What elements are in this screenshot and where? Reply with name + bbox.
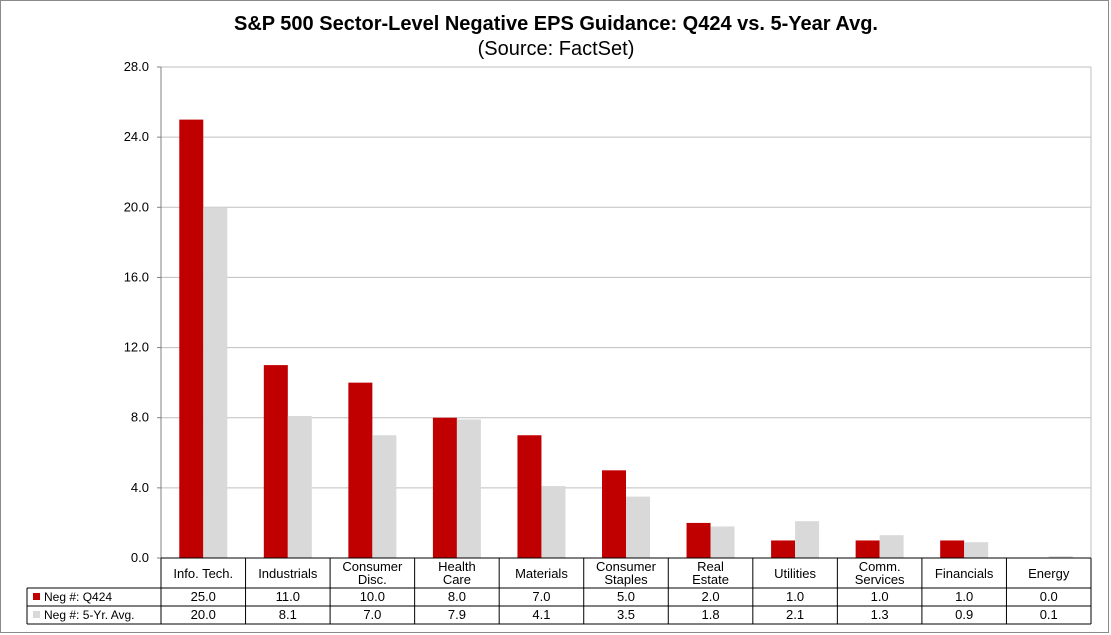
category-label: Real: [697, 559, 724, 574]
category-label: Health: [438, 559, 476, 574]
y-tick-label: 16.0: [124, 269, 149, 284]
data-label: 20.0: [191, 607, 216, 622]
data-table: Info. Tech. Industrials ConsumerDisc.Healt…: [26, 557, 1092, 625]
data-label: 1.0: [871, 589, 889, 604]
bars: [179, 119, 1073, 559]
data-label: 1.0: [955, 589, 973, 604]
bar-5yr-avg: [1048, 556, 1073, 558]
y-tick-label: 28.0: [124, 59, 149, 74]
data-label: 5.0: [617, 589, 635, 604]
category-label: Comm.: [859, 559, 901, 574]
bar-5yr-avg: [456, 419, 481, 558]
data-label: 2.1: [786, 607, 804, 622]
category-label: Consumer: [342, 559, 403, 574]
bar-q424: [602, 470, 626, 558]
y-tick-label: 12.0: [124, 340, 149, 355]
y-tick-label: 8.0: [131, 410, 149, 425]
data-label: 11.0: [276, 589, 300, 604]
data-label: 0.9: [955, 607, 973, 622]
bar-q424: [348, 382, 373, 558]
category-label: Consumer: [596, 559, 657, 574]
gridlines: [161, 66, 1091, 559]
data-label: 0.1: [1040, 607, 1058, 622]
chart-subtitle: (Source: FactSet): [478, 38, 635, 60]
data-label: 8.0: [448, 589, 466, 604]
y-tick-label: 24.0: [124, 129, 149, 144]
data-label: 25.0: [191, 589, 216, 604]
data-label: 8.1: [279, 607, 297, 622]
category-label: Care: [443, 572, 471, 587]
bar-5yr-avg: [795, 521, 820, 558]
bar-5yr-avg: [879, 535, 904, 558]
bar-5yr-avg: [287, 415, 312, 558]
y-tick-label: 4.0: [131, 480, 149, 495]
data-label: 1.8: [702, 607, 720, 622]
bar-5yr-avg: [710, 526, 735, 558]
bar-5yr-avg: [372, 435, 397, 558]
bar-5yr-avg: [626, 496, 650, 558]
data-label: 0.0: [1040, 589, 1058, 604]
category-label: Materials: [515, 566, 568, 581]
bar-q424: [432, 417, 457, 558]
legend-label: Neg #: 5-Yr. Avg.: [44, 608, 135, 622]
category-label: Utilities: [774, 566, 816, 581]
category-label: Financials: [935, 566, 994, 581]
bar-q424: [263, 365, 288, 558]
category-label: Estate: [692, 572, 729, 587]
category-label: Services: [855, 572, 905, 587]
data-label: 1.3: [871, 607, 889, 622]
bar-q424: [940, 540, 965, 558]
legend-key-q424: [33, 593, 40, 600]
bar-5yr-avg: [541, 486, 566, 558]
legend-key-5yr-avg: [33, 611, 40, 618]
category-label: Energy: [1028, 566, 1070, 581]
legend-label: Neg #: Q424: [44, 590, 112, 604]
data-label: 4.1: [532, 607, 550, 622]
category-label: Info. Tech.: [173, 566, 233, 581]
y-tick-label: 0.0: [131, 550, 149, 565]
data-label: 7.0: [532, 589, 550, 604]
data-label: 7.9: [448, 607, 466, 622]
data-label: 10.0: [360, 589, 385, 604]
bar-q424: [855, 540, 880, 558]
bar-q424: [179, 119, 204, 558]
y-tick-label: 20.0: [124, 199, 149, 214]
data-label: 1.0: [786, 589, 804, 604]
bar-q424: [517, 435, 542, 558]
category-label: Industrials: [258, 566, 318, 581]
data-label: 3.5: [617, 607, 635, 622]
data-label: 7.0: [363, 607, 381, 622]
category-label: Disc.: [358, 572, 387, 587]
chart-title: S&P 500 Sector-Level Negative EPS Guidan…: [234, 13, 878, 35]
data-label: 2.0: [702, 589, 720, 604]
bar-q424: [686, 522, 711, 558]
bar-q424: [771, 540, 796, 558]
category-label: Staples: [604, 572, 648, 587]
bar-5yr-avg: [203, 207, 228, 559]
bar-5yr-avg: [964, 542, 989, 558]
y-axis: 0.0 4.0 8.0 12.0 16.0 20.0 24.0 28.0: [124, 59, 1092, 565]
